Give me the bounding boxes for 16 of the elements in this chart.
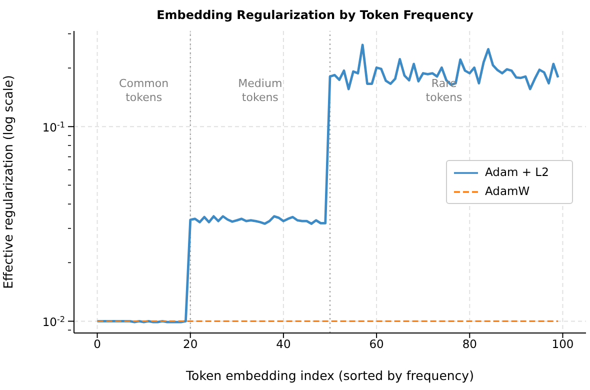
legend-label: AdamW: [485, 183, 530, 200]
annotation: Medium tokens: [237, 77, 284, 105]
annotation: Common tokens: [118, 77, 170, 105]
x-tick-label: 60: [369, 337, 384, 352]
x-tick-label: 40: [276, 337, 291, 352]
x-tick-label: 20: [183, 337, 198, 352]
y-axis-title: Effective regularization (log scale): [0, 75, 16, 289]
line-series: [96, 44, 560, 324]
y-tick-label: 10$^{-1}$: [42, 120, 65, 135]
chart-title: Embedding Regularization by Token Frequency: [156, 8, 474, 22]
x-tick-label: 80: [462, 337, 477, 352]
x-tick-label: 100: [552, 337, 574, 352]
y-tick-label: 10$^{-2}$: [42, 314, 65, 330]
x-tick-label: 0: [94, 337, 101, 352]
x-axis-title: Token embedding index (sorted by frequency): [185, 368, 474, 383]
legend-label: Adam + L2: [485, 164, 549, 181]
